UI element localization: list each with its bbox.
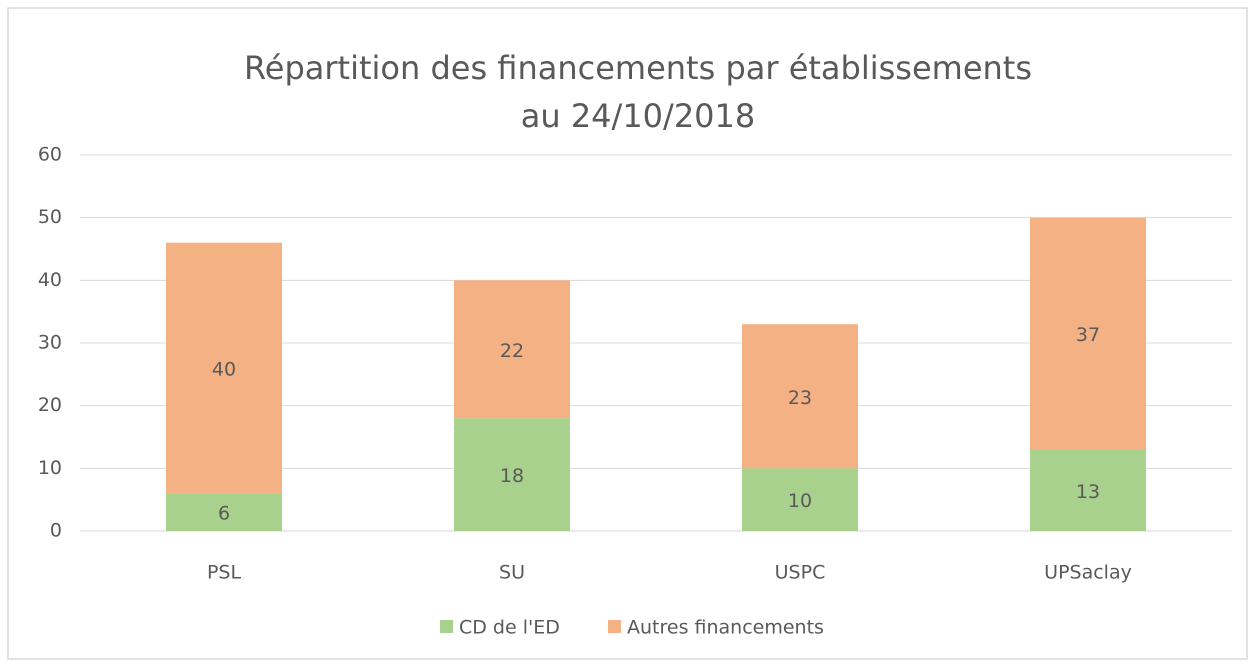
x-tick-label: PSL (207, 562, 242, 584)
bar-segment (454, 280, 570, 419)
bar-segment (1030, 217, 1146, 450)
legend-label: CD de l'ED (459, 617, 560, 639)
data-label: 6 (218, 503, 230, 525)
y-tick-label: 0 (50, 520, 62, 542)
y-tick-label: 10 (38, 457, 62, 479)
data-label: 13 (1076, 481, 1100, 503)
data-label: 18 (500, 465, 524, 487)
legend-label: Autres financements (627, 617, 824, 639)
chart-title: au 24/10/2018 (521, 97, 756, 135)
data-label: 40 (212, 359, 236, 381)
x-tick-label: UPSaclay (1044, 562, 1132, 584)
data-label: 10 (788, 490, 812, 512)
bar-segment (166, 242, 282, 494)
bar-segment (1030, 449, 1146, 531)
legend-swatch (440, 620, 453, 633)
y-tick-label: 20 (38, 394, 62, 416)
x-tick-label: USPC (775, 562, 826, 584)
bar-segment (742, 324, 858, 469)
y-tick-label: 50 (38, 206, 62, 228)
bar-segment (166, 493, 282, 531)
chart-title: Répartition des financements par établis… (244, 49, 1032, 87)
data-label: 22 (500, 340, 524, 362)
y-tick-label: 60 (38, 144, 62, 166)
bar-segment (742, 468, 858, 531)
x-tick-label: SU (499, 562, 525, 584)
y-tick-label: 30 (38, 332, 62, 354)
bar-segment (454, 418, 570, 531)
data-label: 37 (1076, 324, 1100, 346)
legend-swatch (608, 620, 621, 633)
y-tick-label: 40 (38, 269, 62, 291)
data-label: 23 (788, 387, 812, 409)
